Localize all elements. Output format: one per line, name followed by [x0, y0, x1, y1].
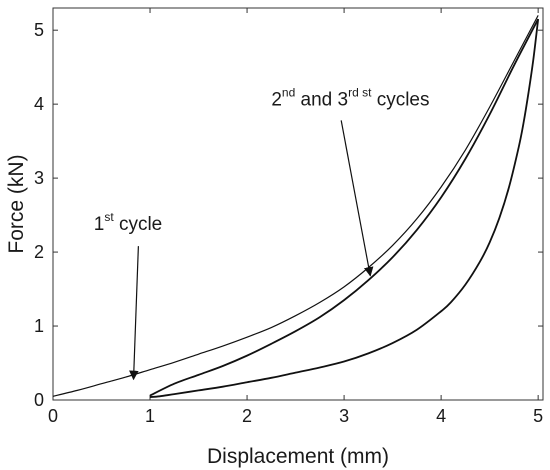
plot-border	[52, 7, 544, 401]
series-lines	[52, 15, 540, 398]
y-tick-label: 2	[34, 242, 44, 262]
x-tick-label: 2	[242, 406, 252, 426]
annotation-arrow-1	[129, 246, 139, 381]
x-axis: 0 1 2 3 4 5	[48, 8, 543, 426]
x-axis-label: Displacement (mm)	[207, 445, 389, 468]
annotation-arrow-2	[340, 120, 374, 277]
x-tick-label: 1	[145, 406, 155, 426]
annotation-label-1: 1st cycle	[94, 210, 163, 235]
x-tick-label: 0	[48, 406, 58, 426]
series-line-1	[52, 15, 539, 397]
y-tick-label: 1	[34, 316, 44, 336]
x-tick-label: 4	[436, 406, 446, 426]
y-axis-label: Force (kN)	[5, 154, 28, 253]
y-tick-label: 4	[34, 94, 44, 114]
x-tick-label: 5	[533, 406, 543, 426]
y-tick-label: 3	[34, 168, 44, 188]
series-line-2	[149, 18, 539, 397]
annotations: 1st cycle 2nd and 3rd st cycles	[94, 86, 430, 381]
y-tick-label: 0	[34, 390, 44, 410]
x-tick-label: 3	[339, 406, 349, 426]
annotation-label-2: 2nd and 3rd st cycles	[271, 86, 429, 111]
y-axis: 0 1 2 3 4 5	[34, 20, 543, 410]
plot-area-frame	[52, 7, 544, 401]
series-line-3	[149, 18, 540, 398]
y-tick-label: 5	[34, 20, 44, 40]
